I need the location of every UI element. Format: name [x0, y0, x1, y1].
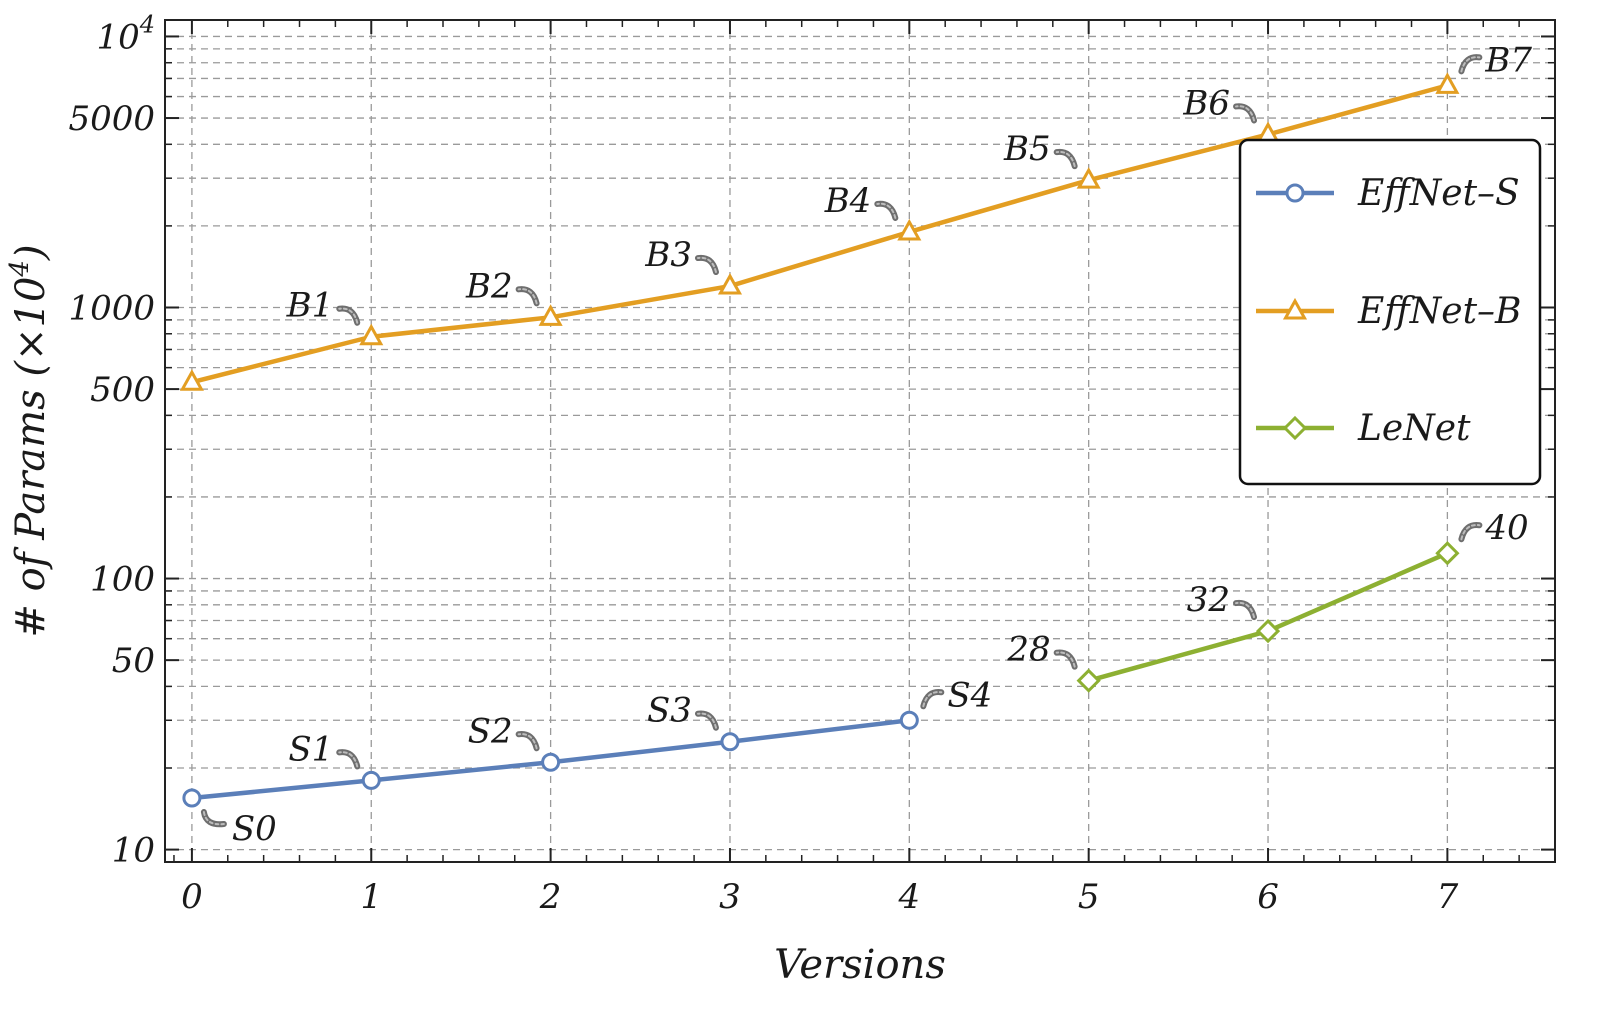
triangle-marker	[359, 323, 384, 346]
label-leader-shine	[338, 307, 359, 324]
y-tick-label: 104	[96, 10, 155, 57]
y-axis-title-main: # of Params (×10	[8, 277, 54, 638]
diamond-marker	[1282, 415, 1308, 441]
series-2	[1076, 541, 1460, 693]
x-tick-label: 2	[539, 877, 562, 917]
point-label: B5	[1003, 129, 1051, 169]
triangle-marker	[717, 272, 743, 295]
x-tick-label: 3	[719, 877, 741, 917]
label-leader-shine	[1055, 651, 1076, 668]
legend-box	[1238, 138, 1542, 486]
series-layer	[179, 72, 1460, 808]
point-label: B7	[1484, 40, 1532, 80]
point-labels: S0 S1 S2 S3 S4 B1 B2 B3 B4 B5 B6 B7 28 32 40	[200, 40, 1532, 849]
label-leader-shine	[696, 256, 717, 274]
point-label: S0	[232, 809, 277, 849]
point-label: B6	[1182, 83, 1230, 123]
label-leader-shine	[696, 712, 717, 729]
y-tick-label: 10	[112, 831, 155, 871]
plot-frame	[164, 19, 1556, 863]
y-axis-title-sup: 4	[5, 260, 35, 278]
point-label: 40	[1484, 508, 1528, 548]
label-leader-shine	[1055, 150, 1076, 168]
circle-marker	[182, 788, 202, 808]
label-leader-shine	[876, 202, 897, 219]
y-tick-label: 5000	[68, 99, 155, 139]
y-axis-title-close: )	[8, 244, 54, 261]
triangle-marker	[538, 304, 563, 326]
x-axis-title: Versions	[774, 942, 946, 988]
point-label: B2	[465, 266, 513, 306]
x-tick-label: 7	[1437, 877, 1459, 917]
x-tick-label: 4	[898, 877, 921, 917]
y-axis-title: # of Params (×104)	[5, 244, 54, 637]
label-leader-shine	[1235, 105, 1256, 122]
series-line	[191, 83, 1448, 385]
y-tick-label: 50	[112, 641, 155, 681]
diamond-marker	[1435, 541, 1460, 566]
label-leader-shine	[1460, 524, 1481, 541]
label-leader-shine	[517, 733, 538, 750]
triangle-marker	[1435, 72, 1460, 94]
axis-ticks: 0 1 2 3 4 5 6 7 10 50 100 500 1000 5000 104	[68, 10, 1555, 917]
series-1	[179, 72, 1460, 391]
y-tick-label: 100	[90, 560, 155, 600]
x-tick-label: 6	[1257, 877, 1279, 917]
point-label: S4	[947, 675, 992, 715]
circle-marker	[720, 732, 740, 752]
circle-marker	[899, 710, 919, 730]
series-0	[182, 710, 919, 808]
y-tick-label: 1000	[68, 289, 155, 329]
legend: EffNet–S EffNet–B LeNet	[1238, 138, 1542, 486]
point-label: 28	[1006, 630, 1050, 670]
diamond-marker	[1076, 668, 1101, 693]
point-label: S2	[468, 711, 513, 751]
triangle-marker	[1282, 297, 1308, 320]
triangle-marker	[897, 218, 922, 241]
circle-marker	[1285, 183, 1305, 203]
y-tick-label: 500	[90, 370, 155, 410]
x-tick-label: 5	[1078, 877, 1100, 917]
label-leader-shine	[1235, 601, 1256, 619]
diamond-marker	[1255, 618, 1281, 644]
point-label: 32	[1187, 580, 1230, 620]
label-leader-shine	[338, 751, 359, 768]
triangle-marker	[179, 369, 204, 391]
label-leader-shine	[517, 288, 538, 305]
label-leader-shine	[1460, 56, 1481, 73]
x-tick-label: 0	[181, 877, 203, 917]
point-label: S1	[288, 729, 333, 769]
label-leader-shine	[922, 691, 943, 708]
x-tick-label: 1	[360, 877, 382, 917]
point-label: S3	[647, 691, 692, 731]
legend-entry-label: EffNet–B	[1357, 291, 1522, 332]
legend-entry-label: EffNet–S	[1357, 173, 1520, 214]
point-label: B1	[286, 286, 334, 326]
label-leader-shine	[202, 811, 225, 826]
triangle-marker	[1076, 167, 1101, 189]
circle-marker	[541, 752, 561, 772]
circle-marker	[361, 770, 381, 790]
legend-entry-label: LeNet	[1357, 408, 1471, 449]
point-label: B3	[644, 235, 692, 275]
point-label: B4	[824, 181, 872, 221]
